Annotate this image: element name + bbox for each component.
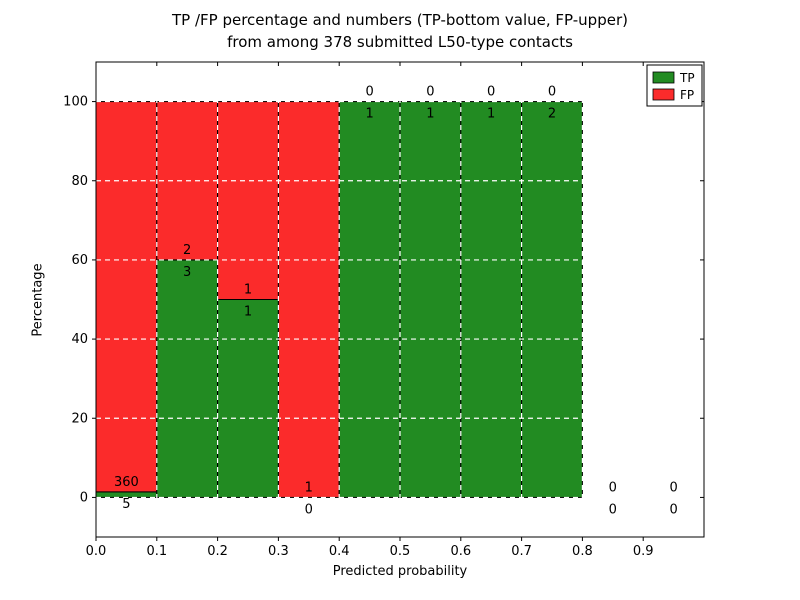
x-tick-label: 0.8 [572, 544, 593, 559]
chart-title: TP /FP percentage and numbers (TP-bottom… [0, 9, 800, 53]
chart-title-line1: TP /FP percentage and numbers (TP-bottom… [172, 11, 628, 29]
tp-count-label: 0 [609, 502, 617, 517]
fp-count-label: 0 [669, 480, 677, 495]
tp-count-label: 2 [548, 107, 556, 122]
fp-count-label: 2 [183, 243, 191, 258]
fp-count-label: 1 [244, 283, 252, 298]
x-tick-label: 0.6 [450, 544, 471, 559]
x-tick-label: 0.3 [268, 544, 289, 559]
chart-title-line2: from among 378 submitted L50-type contac… [227, 33, 573, 51]
y-tick-label: 60 [71, 253, 88, 268]
x-tick-label: 0.4 [329, 544, 350, 559]
fp-count-label: 0 [487, 85, 495, 100]
x-tick-label: 0.0 [86, 544, 107, 559]
x-tick-label: 0.7 [511, 544, 532, 559]
bar-tp [521, 101, 583, 498]
bar-tp [217, 299, 279, 498]
bar-fp [277, 101, 340, 498]
fp-count-label: 0 [609, 480, 617, 495]
tp-count-label: 1 [426, 107, 434, 122]
bar-tp [399, 101, 462, 498]
tp-count-label: 1 [244, 305, 252, 320]
tp-count-label: 1 [365, 107, 373, 122]
y-tick-label: 20 [71, 411, 88, 426]
tp-count-label: 0 [669, 502, 677, 517]
fp-count-label: 0 [548, 85, 556, 100]
legend-label-tp: TP [679, 71, 695, 85]
y-tick-label: 100 [63, 95, 88, 110]
y-tick-label: 40 [71, 332, 88, 347]
x-axis-label: Predicted probability [332, 564, 468, 579]
x-tick-label: 0.5 [390, 544, 411, 559]
bar-tp [338, 101, 401, 498]
legend-label-fp: FP [680, 88, 694, 102]
y-tick-label: 80 [71, 174, 88, 189]
bar-fp [217, 101, 279, 301]
x-tick-label: 0.9 [633, 544, 654, 559]
bar-tp [460, 101, 523, 498]
tp-count-label: 0 [305, 502, 313, 517]
x-tick-label: 0.1 [146, 544, 167, 559]
x-tick-label: 0.2 [207, 544, 228, 559]
bar-fp [95, 101, 158, 493]
fp-count-label: 0 [365, 85, 373, 100]
fp-count-label: 1 [305, 480, 313, 495]
legend-swatch-tp [652, 71, 675, 84]
tp-count-label: 5 [122, 497, 130, 512]
tp-count-label: 1 [487, 107, 495, 122]
y-tick-label: 0 [80, 490, 88, 505]
fp-count-label: 0 [426, 85, 434, 100]
fp-count-label: 360 [114, 475, 139, 490]
legend-swatch-fp [652, 88, 675, 101]
tp-count-label: 3 [183, 265, 191, 280]
bar-tp [156, 259, 219, 498]
